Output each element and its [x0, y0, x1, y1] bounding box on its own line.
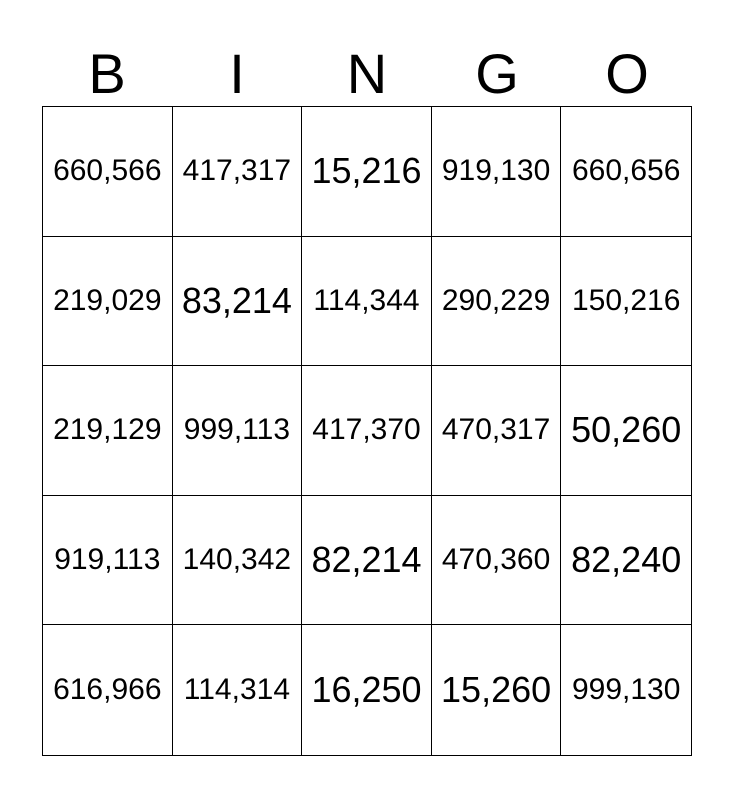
bingo-cell[interactable]: 999,113 — [172, 366, 303, 496]
bingo-header-letter-o: O — [605, 42, 649, 105]
bingo-cell[interactable]: 919,113 — [43, 495, 173, 626]
bingo-cell[interactable]: 417,370 — [302, 366, 432, 496]
bingo-cell[interactable]: 50,260 — [561, 366, 691, 496]
bingo-cell[interactable]: 16,250 — [302, 625, 432, 755]
bingo-cell[interactable]: 219,029 — [43, 236, 173, 367]
bingo-cell[interactable]: 616,966 — [43, 625, 173, 755]
bingo-header-letter-n: N — [346, 42, 388, 105]
bingo-cell[interactable]: 417,317 — [172, 107, 303, 237]
bingo-cell[interactable]: 114,344 — [302, 236, 432, 367]
bingo-cell[interactable]: 660,566 — [43, 107, 173, 237]
bingo-cell[interactable]: 660,656 — [561, 107, 691, 237]
bingo-cell[interactable]: 114,314 — [172, 625, 303, 755]
bingo-cell[interactable]: 15,216 — [302, 107, 432, 237]
bingo-grid: 660,566 417,317 15,216 919,130 660,656 2… — [42, 106, 692, 756]
bingo-cell[interactable]: 219,129 — [43, 366, 173, 496]
bingo-cell[interactable]: 83,214 — [172, 236, 303, 367]
bingo-cell[interactable]: 150,216 — [561, 236, 691, 367]
bingo-cell[interactable]: 470,317 — [431, 366, 562, 496]
bingo-cell[interactable]: 919,130 — [431, 107, 562, 237]
bingo-cell[interactable]: 470,360 — [431, 495, 562, 626]
bingo-cell[interactable]: 999,130 — [561, 625, 691, 755]
bingo-cell[interactable]: 82,240 — [561, 495, 691, 626]
bingo-header: B I N G O — [42, 0, 692, 106]
bingo-header-letter-b: B — [88, 42, 126, 105]
bingo-cell[interactable]: 290,229 — [431, 236, 562, 367]
bingo-cell[interactable]: 140,342 — [172, 495, 303, 626]
bingo-header-letter-i: I — [229, 42, 245, 105]
bingo-cell[interactable]: 15,260 — [431, 625, 562, 755]
bingo-cell[interactable]: 82,214 — [302, 495, 432, 626]
bingo-header-letter-g: G — [475, 42, 519, 105]
